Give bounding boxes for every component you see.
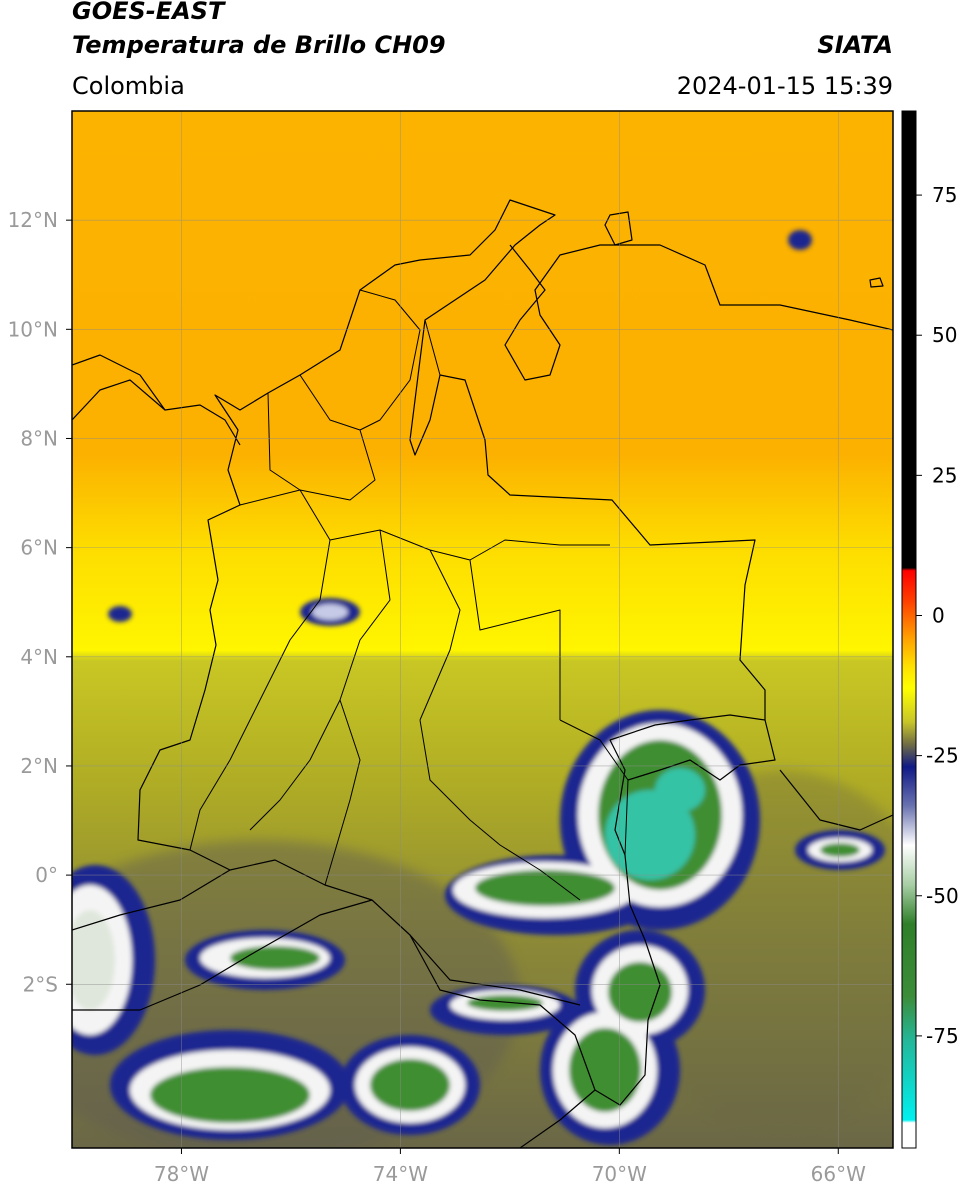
longitude-tick-label: 78°W bbox=[154, 1162, 209, 1186]
longitude-axis: 78°W 74°W 70°W 66°W bbox=[154, 1148, 866, 1186]
longitude-tick-label: 70°W bbox=[592, 1162, 647, 1186]
internal-departments bbox=[189, 289, 629, 901]
peninsula-paraguana bbox=[604, 211, 633, 246]
agency-label: SIATA bbox=[817, 31, 893, 59]
latitude-tick-label: 10°N bbox=[8, 317, 58, 341]
latitude-tick-label: 4°N bbox=[20, 645, 58, 669]
cloud-core bbox=[370, 1059, 450, 1111]
satellite-title: GOES-EAST bbox=[72, 0, 225, 25]
cloud-core bbox=[150, 1067, 310, 1123]
latitude-tick-label: 6°N bbox=[20, 536, 58, 560]
cloud-peak bbox=[655, 768, 705, 812]
panama-south-coast bbox=[72, 379, 166, 421]
map-field bbox=[72, 111, 893, 1148]
brazil-coast-east bbox=[779, 769, 893, 831]
longitude-tick-label: 74°W bbox=[373, 1162, 428, 1186]
region-label: Colombia bbox=[72, 72, 185, 100]
ecuador-border bbox=[72, 869, 231, 931]
cloud-core bbox=[608, 962, 672, 1022]
colombia-border bbox=[137, 199, 766, 1106]
map-frame bbox=[71, 110, 894, 1149]
cloud-core bbox=[72, 910, 115, 1010]
cloud-core bbox=[475, 870, 615, 906]
cloud-rim bbox=[312, 604, 348, 620]
latitude-tick-label: 8°N bbox=[20, 426, 58, 450]
cloud-core bbox=[569, 1028, 641, 1112]
latitude-tick-label: 2°N bbox=[20, 754, 58, 778]
peru-brazil-border bbox=[519, 1089, 596, 1148]
cloud-peak bbox=[605, 790, 695, 880]
latitude-axis: 12°N 10°N 8°N 6°N 4°N 2°N 0° 2°S bbox=[8, 208, 72, 996]
latitude-tick-label: 2°S bbox=[23, 972, 58, 996]
graticule bbox=[72, 111, 893, 1148]
cloud-halo bbox=[788, 230, 812, 250]
cloud-core bbox=[230, 946, 320, 970]
longitude-tick-label: 66°W bbox=[811, 1162, 866, 1186]
cloud-halo bbox=[108, 606, 132, 622]
venezuela-brazil-border bbox=[627, 719, 776, 781]
cloud-core bbox=[467, 995, 543, 1011]
peru-border bbox=[72, 899, 373, 1011]
latitude-tick-label: 12°N bbox=[8, 208, 58, 232]
island-trinidad bbox=[869, 277, 884, 288]
latitude-tick-label: 0° bbox=[35, 863, 58, 887]
venezuela-coast bbox=[504, 244, 893, 381]
datetime-label: 2024-01-15 15:39 bbox=[676, 72, 893, 100]
political-boundaries bbox=[72, 199, 893, 1148]
brazil-south-lines bbox=[409, 934, 581, 1006]
product-title: Temperatura de Brillo CH09 bbox=[72, 31, 446, 59]
cloud-core bbox=[820, 843, 860, 857]
